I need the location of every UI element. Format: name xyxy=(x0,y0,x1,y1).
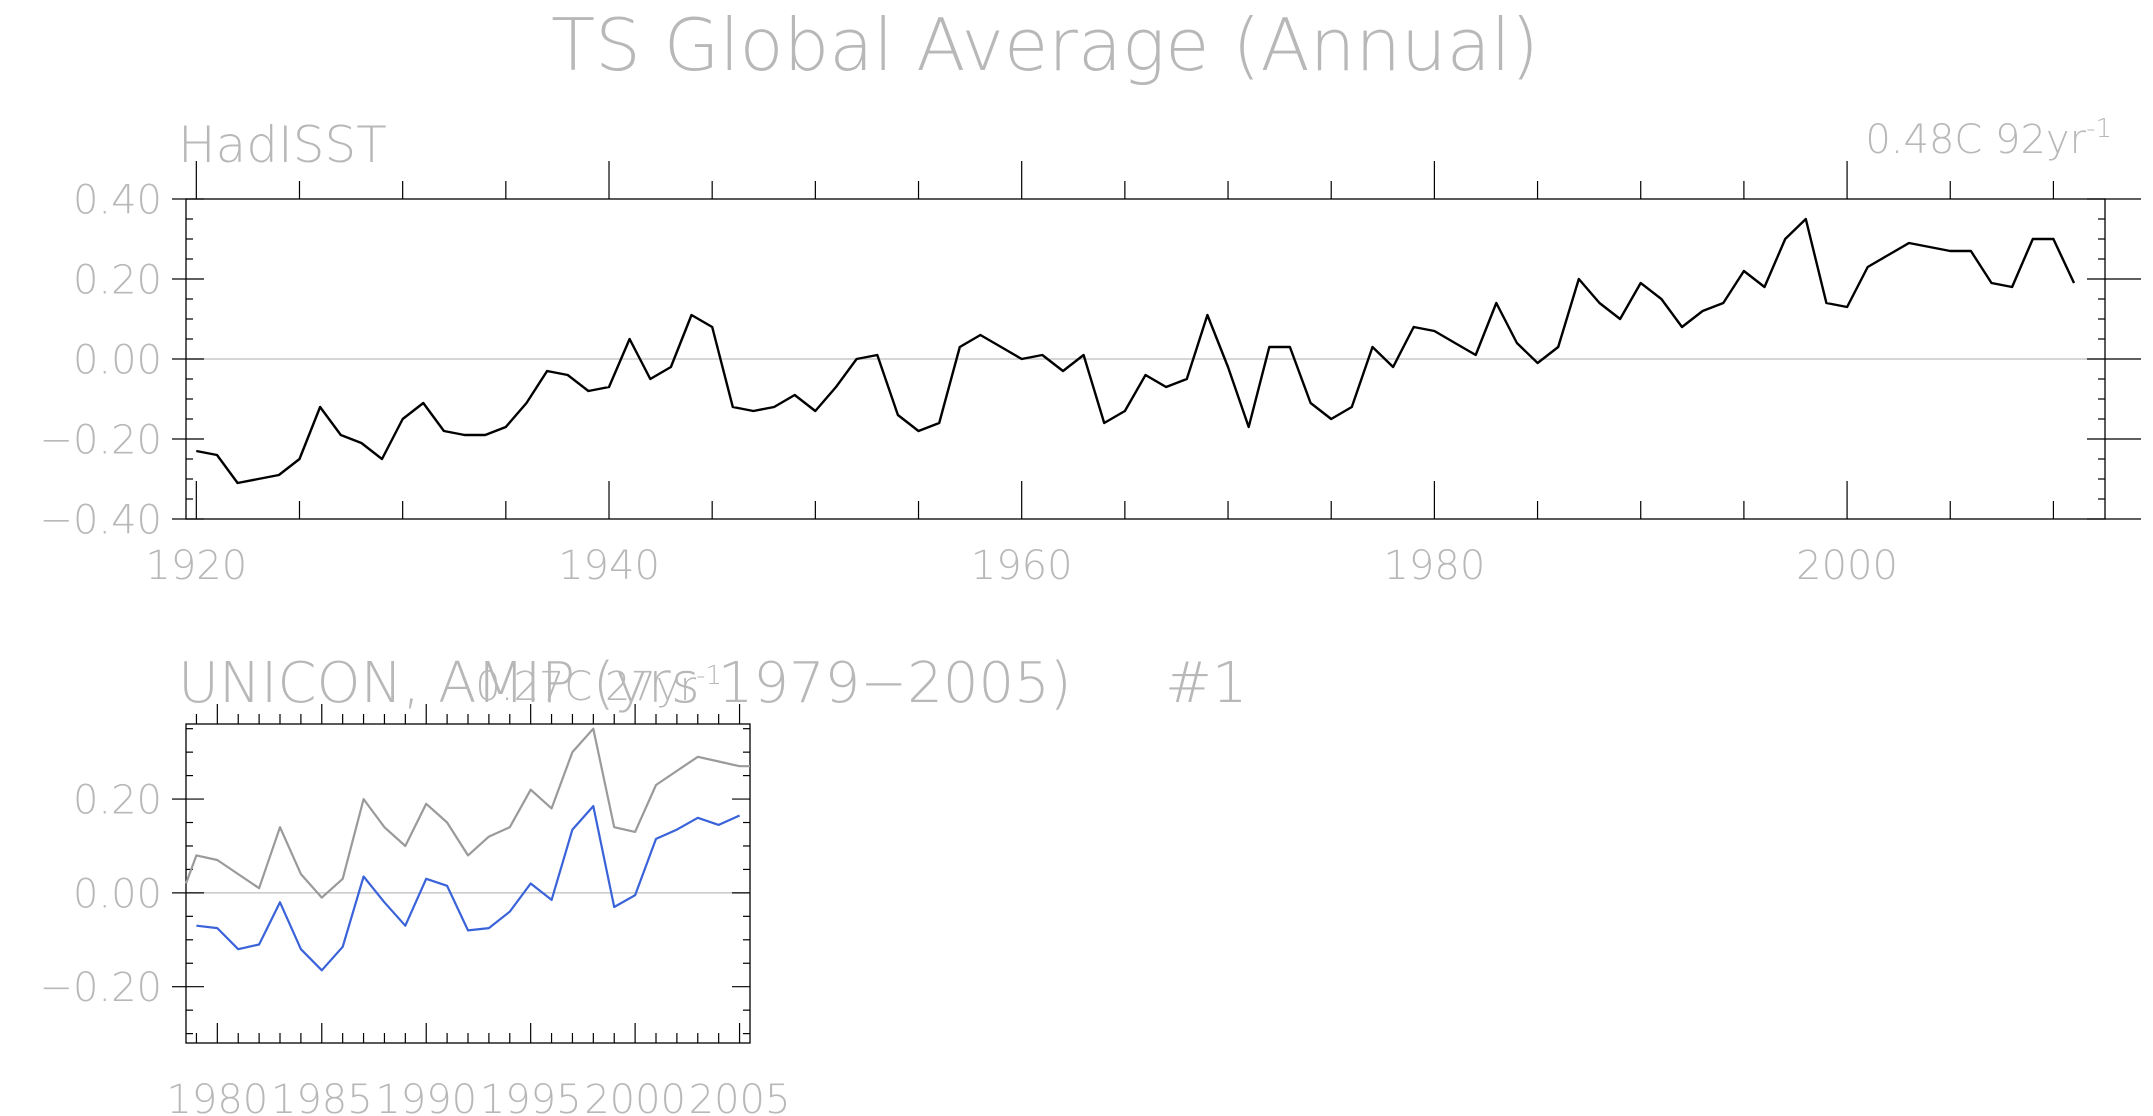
panel-hadisst-trend: 0.48C 92yr-1 xyxy=(1865,114,2112,163)
panel-unicon-x-tick-label: 1985 xyxy=(271,1077,373,1116)
panel-hadisst: HadISST 0.48C 92yr-1 1920 1940 1960 1980 200… xyxy=(39,114,2141,589)
panel-hadisst-y-tick-label: 0.20 xyxy=(73,257,162,303)
panel-unicon-frame xyxy=(185,723,751,1044)
panel-unicon-y-tick-label: −0.20 xyxy=(39,965,162,1011)
panel-hadisst-x-tick-label: 2000 xyxy=(1796,543,1898,589)
panel-unicon-x-tick-label: 2005 xyxy=(689,1077,791,1116)
panel-unicon-series-line-1 xyxy=(184,727,750,899)
panel-unicon-x-tick-label: 2000 xyxy=(584,1077,686,1116)
panel-unicon-x-tick-label: 1990 xyxy=(375,1077,477,1116)
panel-hadisst-title: HadISST xyxy=(178,116,387,174)
panel-hadisst-x-tick-label: 1920 xyxy=(145,543,247,589)
panel-unicon-y-tick-label: 0.00 xyxy=(73,871,162,917)
figure-title: TS Global Average (Annual) xyxy=(551,3,1539,87)
panel-unicon: UNICON, AMIP (yrs 1979−2005) #1 0.27C 27… xyxy=(39,651,1247,1116)
panel-unicon-x-tick-label: 1995 xyxy=(480,1077,582,1116)
panel-unicon-trend: 0.27C 27yr-1 xyxy=(475,661,722,710)
panel-unicon-series-line-2 xyxy=(196,804,741,972)
panel-hadisst-series-line-1 xyxy=(196,217,2076,485)
panel-unicon-x-tick-label: 1980 xyxy=(166,1077,268,1116)
panel-unicon-title: UNICON, AMIP (yrs 1979−2005) xyxy=(178,651,1072,716)
panel-hadisst-x-tick-label: 1980 xyxy=(1383,543,1485,589)
panel-hadisst-y-tick-label: 0.00 xyxy=(73,337,162,383)
panel-unicon-run-number: #1 xyxy=(1165,651,1248,716)
panel-hadisst-y-tick-label: −0.20 xyxy=(39,417,162,463)
panel-unicon-y-tick-label: 0.20 xyxy=(73,777,162,823)
panel-hadisst-y-tick-label: 0.40 xyxy=(73,177,162,223)
panel-hadisst-x-tick-label: 1940 xyxy=(558,543,660,589)
panel-hadisst-x-tick-label: 1960 xyxy=(971,543,1073,589)
panel-hadisst-y-tick-label: −0.40 xyxy=(39,497,162,543)
